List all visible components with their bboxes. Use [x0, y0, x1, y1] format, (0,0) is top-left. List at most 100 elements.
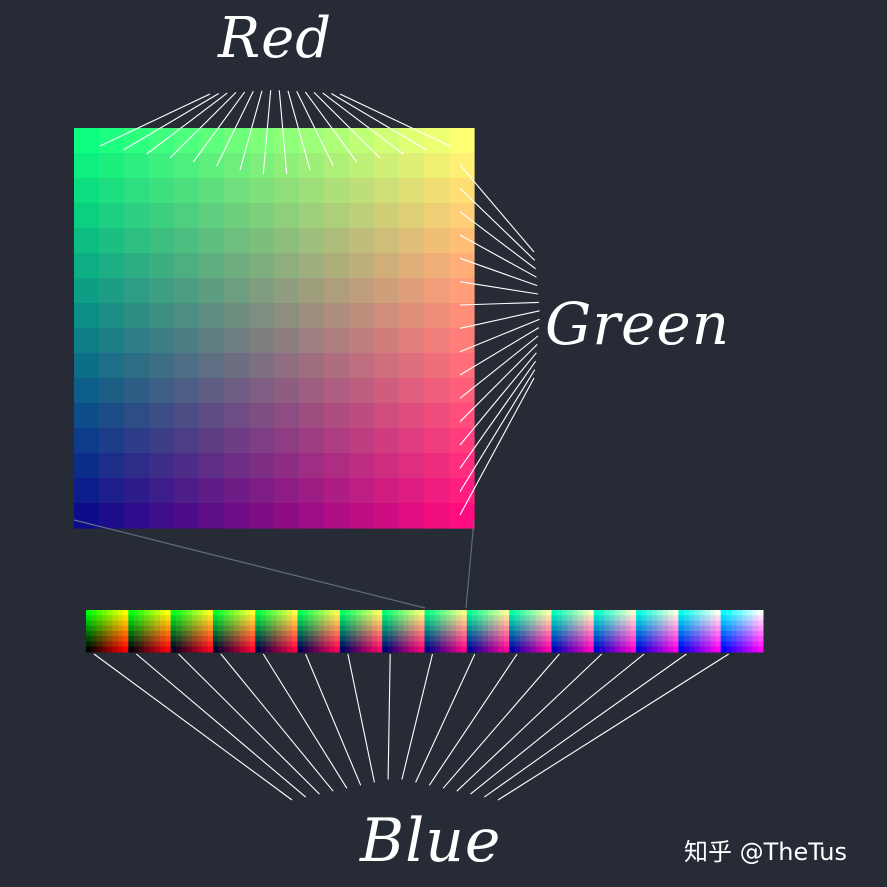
strip-cell	[535, 631, 542, 637]
strip-cell	[292, 631, 299, 637]
strip-cell	[731, 636, 738, 642]
strip-cell	[657, 636, 664, 642]
grid-cell	[274, 278, 300, 304]
grid-cell	[399, 453, 425, 479]
strip-cell	[720, 620, 727, 627]
strip-cell	[86, 610, 92, 616]
strip-cell	[324, 636, 330, 642]
strip-cell	[694, 620, 701, 627]
strip-cell	[540, 641, 547, 648]
strip-cell	[186, 625, 193, 632]
strip-cell	[509, 641, 515, 648]
strip-cell	[175, 636, 182, 642]
strip-cell	[339, 646, 346, 653]
strip-cell	[371, 615, 378, 621]
strip-cell	[170, 631, 177, 637]
strip-cell	[646, 641, 653, 648]
strip-cell	[694, 625, 701, 632]
strip-cell	[482, 625, 489, 632]
strip-cell	[747, 610, 753, 616]
grid-cell	[99, 453, 125, 479]
strip-cell	[699, 620, 706, 627]
strip-cell	[694, 615, 701, 621]
grid-cell	[249, 303, 275, 329]
strip-cell	[450, 625, 457, 632]
strip-cell	[604, 631, 611, 637]
strip-cell	[641, 615, 648, 621]
strip-cell	[292, 620, 299, 627]
grid-cell	[299, 303, 325, 329]
strip-cell	[662, 646, 669, 653]
strip-cell	[482, 646, 489, 653]
strip-cell	[715, 646, 722, 653]
strip-cell	[493, 615, 500, 621]
strip-cell	[408, 636, 415, 642]
strip-cell	[366, 641, 373, 648]
grid-cell	[174, 253, 200, 279]
strip-cell	[419, 636, 425, 642]
grid-cell	[299, 178, 325, 204]
strip-cell	[175, 625, 182, 632]
strip-cell	[186, 636, 193, 642]
strip-cell	[302, 641, 309, 648]
grid-cell	[124, 428, 150, 454]
grid-cell	[74, 478, 100, 504]
grid-cell	[249, 403, 275, 429]
strip-cell	[704, 610, 711, 616]
grid-cell	[399, 403, 425, 429]
strip-cell	[403, 620, 410, 627]
strip-cell	[456, 615, 463, 621]
strip-cell	[546, 620, 552, 627]
strip-cell	[234, 641, 240, 648]
strip-cell	[249, 641, 256, 648]
grid-cell	[349, 328, 375, 354]
grid-cell	[399, 328, 425, 354]
strip-cell	[101, 625, 108, 632]
strip-cell	[524, 646, 531, 653]
strip-cell	[197, 631, 203, 637]
strip-cell	[604, 641, 611, 648]
grid-cell	[224, 428, 250, 454]
strip-cell	[133, 610, 140, 616]
strip-cell	[302, 625, 309, 632]
grid-cell	[424, 128, 450, 154]
strip-cell	[223, 641, 230, 648]
strip-cell	[688, 620, 695, 627]
grid-cell	[349, 128, 375, 154]
strip-cell	[255, 625, 262, 632]
strip-cell	[715, 610, 722, 616]
strip-cell	[456, 625, 463, 632]
strip-cell	[704, 636, 711, 642]
strip-cell	[302, 646, 309, 653]
grid-cell	[249, 278, 275, 304]
grid-cell	[199, 503, 225, 529]
grid-cell	[74, 178, 100, 204]
strip-cell	[599, 641, 605, 648]
grid-cell	[274, 203, 300, 229]
grid-cell	[424, 478, 450, 504]
strip-cell	[308, 625, 314, 632]
strip-cell	[413, 615, 420, 621]
strip-cell	[657, 625, 664, 632]
strip-cell	[218, 631, 225, 637]
blue-line	[483, 653, 687, 798]
strip-cell	[403, 610, 410, 616]
strip-cell	[641, 636, 648, 642]
strip-cell	[276, 620, 283, 627]
strip-cell	[286, 641, 293, 648]
strip-cell	[286, 631, 293, 637]
strip-cell	[165, 615, 172, 621]
strip-cell	[228, 610, 235, 616]
strip-cell	[302, 631, 309, 637]
strip-cell	[271, 625, 277, 632]
strip-cell	[281, 641, 288, 648]
grid-cell	[399, 253, 425, 279]
strip-cell	[424, 625, 431, 632]
grid-cell	[299, 203, 325, 229]
grid-cell	[99, 253, 125, 279]
red-line	[262, 90, 272, 175]
strip-cell	[609, 610, 616, 616]
green-line	[459, 369, 536, 492]
blue-line	[178, 653, 320, 795]
strip-cell	[678, 636, 685, 642]
